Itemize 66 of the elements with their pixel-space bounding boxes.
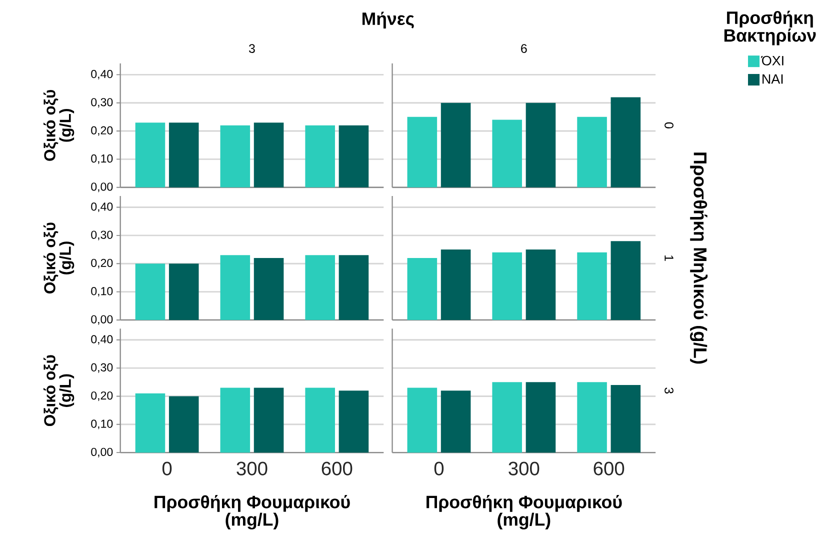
legend-label: ΝΑΙ <box>762 74 783 84</box>
bar <box>338 390 369 452</box>
x-axis-title: Προσθήκη Φουμαρικού (mg/L) <box>426 494 622 530</box>
y-tick-label: 0,10 <box>91 420 113 430</box>
bar <box>338 255 369 320</box>
x-tick-label: 600 <box>322 462 352 476</box>
bar <box>135 263 166 320</box>
bar <box>610 240 641 320</box>
bar <box>610 97 641 188</box>
x-tick-label: 600 <box>594 462 624 476</box>
bar <box>526 102 556 188</box>
bar <box>254 388 284 452</box>
bar <box>168 263 199 320</box>
bar <box>526 249 556 320</box>
bar <box>577 382 607 452</box>
y2-axis-title: 3 <box>664 387 674 394</box>
y-tick-label: 0,00 <box>91 182 113 192</box>
y-tick-label: 0,30 <box>91 98 113 108</box>
bar <box>305 388 335 452</box>
bar <box>305 255 335 320</box>
y-tick-label: 0,40 <box>91 334 113 345</box>
bar <box>407 116 438 188</box>
y-tick-label: 0,10 <box>91 286 113 296</box>
x-tick-label: 300 <box>508 462 540 476</box>
y-axis-title: Οξικό οξύ (g/L) <box>44 355 74 426</box>
bar <box>440 390 471 452</box>
bar <box>492 382 522 452</box>
y2-axis-title: 0 <box>664 122 674 128</box>
x-tick-label: 300 <box>236 462 268 476</box>
chart-title: 6 <box>521 44 527 53</box>
x-tick-label: 0 <box>162 462 172 476</box>
y-tick-label: 0,40 <box>91 70 113 80</box>
bar <box>577 116 607 188</box>
x-tick-label: 0 <box>434 462 444 476</box>
legend-title: Προσθήκη Βακτηρίων <box>724 10 816 46</box>
bar <box>220 255 250 320</box>
bar <box>492 120 522 188</box>
y-tick-label: 0,10 <box>91 154 113 164</box>
y-tick-label: 0,30 <box>91 230 113 240</box>
bar <box>610 384 641 452</box>
y-axis-title: Οξικό οξύ (g/L) <box>44 222 74 294</box>
text: Προσθήκη Μηλικού (g/L) <box>690 152 708 364</box>
bar <box>254 258 284 320</box>
bar <box>407 258 438 320</box>
bar <box>220 388 250 452</box>
text: Μήνες <box>362 12 414 28</box>
x-axis-title: Προσθήκη Φουμαρικού (mg/L) <box>154 494 350 530</box>
y-tick-label: 0,20 <box>91 126 113 136</box>
bar <box>135 393 166 452</box>
y-axis-title: Οξικό οξύ (g/L) <box>44 90 74 161</box>
y-tick-label: 0,00 <box>91 315 113 325</box>
chart-title: 3 <box>248 44 255 53</box>
y-tick-label: 0,00 <box>91 448 113 458</box>
bar <box>168 396 199 452</box>
y-tick-label: 0,40 <box>91 202 113 212</box>
y-tick-label: 0,20 <box>91 391 113 401</box>
y-tick-label: 0,30 <box>91 363 113 373</box>
y2-axis-title: 1 <box>664 255 674 261</box>
bar <box>440 102 471 188</box>
legend-label: ΌΧΙ <box>761 56 784 66</box>
bar <box>526 382 556 452</box>
bar <box>492 252 522 320</box>
bar <box>407 388 438 452</box>
bar <box>577 252 607 320</box>
y-tick-label: 0,20 <box>91 258 113 268</box>
bar <box>440 249 471 320</box>
